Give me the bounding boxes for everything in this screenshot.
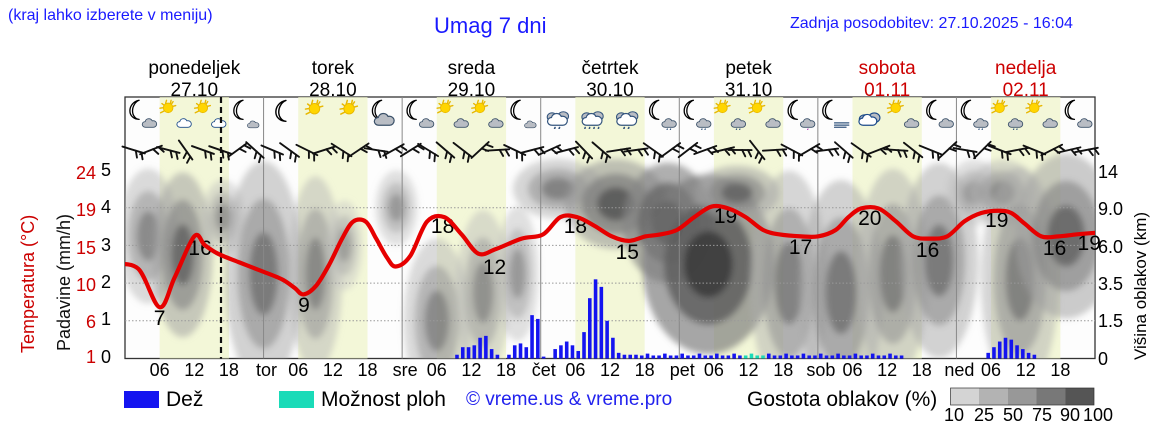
svg-text:9: 9: [298, 294, 310, 317]
svg-text:16: 16: [1043, 237, 1066, 260]
svg-text:12: 12: [483, 256, 506, 279]
svg-text:17: 17: [789, 236, 812, 259]
svg-text:16: 16: [916, 239, 939, 262]
svg-text:7: 7: [154, 307, 166, 330]
svg-text:15: 15: [616, 241, 639, 264]
